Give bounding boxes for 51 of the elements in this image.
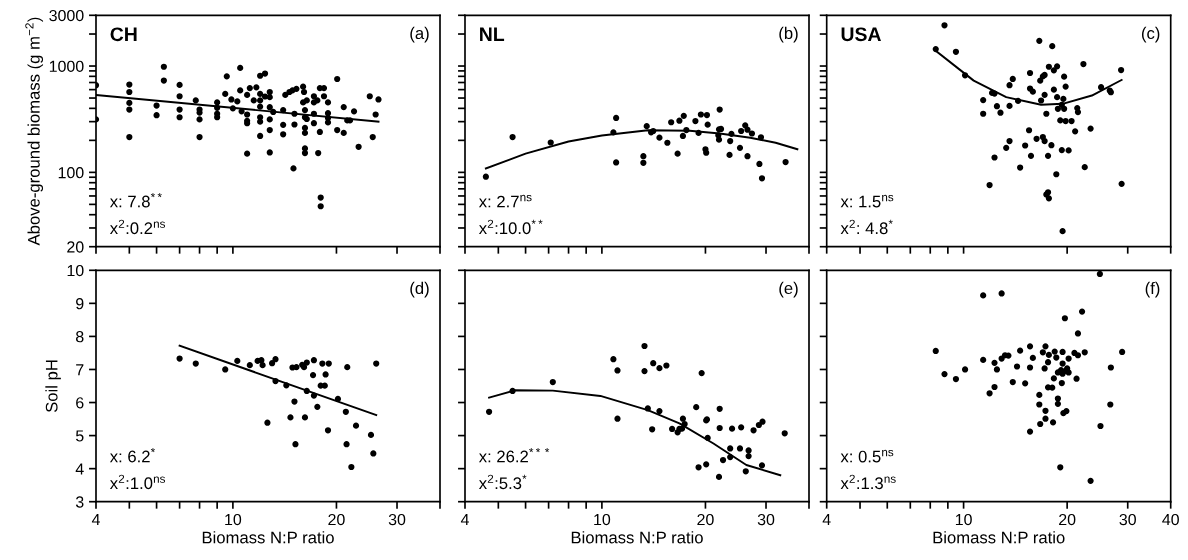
x-axis-title: Biomass N:P ratio [571,531,703,544]
annotation: x$^{2}$: 4.8$^{*}$ [840,219,893,235]
x-tick-label: 30 [388,513,406,526]
x-tick-label: 10 [225,513,242,526]
y-tick-label: 4 [75,463,84,475]
annotation: x$^{2}$:1.3$^{ns}$ [840,474,896,490]
x-tick-label: 4 [91,514,100,526]
annotation: x: 0.5$^{ns}$ [840,449,894,463]
x-tick-label: 20 [697,513,714,526]
y-tick-label: 3000 [49,9,84,22]
x-tick-label: 20 [1059,513,1076,526]
x-tick-label: 30 [757,513,775,526]
y-tick-label: 100 [58,167,84,179]
x-axis-title: Biomass N:P ratio [933,531,1065,544]
y-tick-label: 9 [76,297,84,310]
annotation: x$^{2}$:5.3$^{*}$ [478,474,527,490]
chart-title: NL [480,27,505,41]
y-tick-label: 6 [76,397,84,409]
x-axis-title: Biomass N:P ratio [202,531,334,544]
annotation: x$^{2}$:10.0$^{**}$ [478,219,543,235]
chart-title: USA [841,27,881,42]
annotation: (d) [410,281,429,298]
x-tick-label: 4 [822,514,831,526]
x-tick-label: 10 [955,513,972,526]
annotation: x: 6.2$^{*}$ [109,448,156,463]
y-tick-label: 10 [67,264,84,277]
chart-title: CH [110,27,137,42]
annotation: x: 7.8$^{**}$ [109,193,162,208]
annotation: x$^{2}$:1.0$^{ns}$ [109,474,166,490]
x-tick-label: 30 [1119,513,1136,526]
x-tick-label: 4 [460,514,469,526]
y-axis-title: Soil pH [45,360,61,413]
x-tick-label: 20 [328,513,345,526]
x-tick-label: 10 [594,513,611,526]
y-tick-label: 5 [75,430,84,442]
annotation: (c) [1141,26,1160,43]
annotation: (e) [779,281,798,298]
annotation: x: 26.2$^{***}$ [478,448,550,463]
y-tick-label: 20 [67,241,84,253]
annotation: x$^{2}$:0.2$^{ns}$ [109,219,166,235]
y-tick-label: 8 [76,331,84,343]
y-tick-label: 3 [75,496,84,508]
y-axis-title: Above-ground biomass (g m$^{−2}$) [25,17,44,246]
annotation: x: 1.5$^{ns}$ [840,194,894,208]
y-tick-label: 7 [76,364,84,376]
annotation: (a) [410,26,429,43]
y-tick-label: 1000 [49,60,84,72]
annotation: (b) [779,26,798,43]
annotation: (f) [1145,281,1160,298]
x-tick-label: 40 [1162,513,1179,526]
annotation: x: 2.7$^{ns}$ [478,194,532,208]
